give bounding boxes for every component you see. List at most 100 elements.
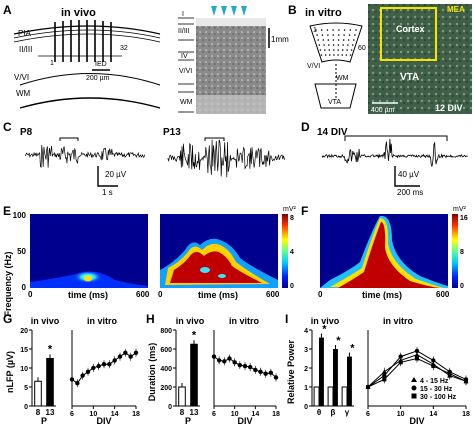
mea-electrode	[316, 34, 318, 36]
data-point	[216, 358, 222, 363]
f-cb-mid: 8	[460, 249, 464, 256]
mea-electrode	[327, 34, 329, 36]
channel-1-label: 1	[50, 60, 54, 67]
mea-electrode	[326, 29, 329, 31]
data-point	[91, 365, 96, 371]
mea-electrode	[337, 49, 340, 51]
significance-star: *	[48, 344, 53, 356]
layer-v-vi: V/VI	[179, 68, 192, 75]
histology-section	[196, 18, 266, 114]
bar-baseline	[313, 386, 320, 407]
x-tick-label: 14	[429, 411, 437, 418]
x-tick-label: 8	[180, 408, 185, 417]
mea-electrode	[332, 49, 335, 51]
colorbar-f	[452, 214, 458, 288]
x-tick-label: 13	[46, 408, 55, 417]
div-14-label: 14 DIV	[317, 127, 348, 138]
mea-electrode	[338, 29, 340, 31]
layer-iv: IV	[181, 53, 188, 60]
x-tick-label: 14	[111, 411, 119, 418]
x-tick-label: 18	[272, 411, 280, 418]
trace-p8	[24, 145, 146, 169]
i-xlabel-div: DIV	[409, 416, 424, 426]
mea-electrode	[324, 54, 327, 56]
probe-diagram	[13, 20, 161, 109]
data-point	[273, 375, 279, 380]
f-cb-min: 0	[460, 283, 464, 290]
data-point	[85, 369, 91, 374]
g-ylabel: nLFP (µV)	[5, 351, 15, 393]
bar-baseline	[327, 386, 334, 407]
vta-photo-label: VTA	[400, 72, 419, 83]
data-point	[381, 369, 387, 374]
mea-electrode	[348, 34, 351, 36]
e-y0: 0	[22, 283, 27, 292]
colorbar-e	[282, 214, 288, 288]
mea-electrode	[321, 34, 324, 36]
data-point	[128, 354, 133, 359]
data-point	[69, 377, 75, 382]
mea-electrode	[320, 54, 323, 56]
f-x600: 600	[436, 290, 450, 299]
f-x0: 0	[318, 290, 323, 299]
x-tick-label: 18	[132, 411, 140, 418]
bar-value	[319, 337, 324, 406]
layer-i: I	[182, 11, 184, 18]
data-point	[112, 358, 117, 363]
data-point	[258, 369, 263, 374]
mea-electrode	[333, 54, 335, 56]
mea-electrode	[343, 29, 346, 31]
mea-electrode	[328, 44, 330, 46]
mea-diagram	[309, 22, 363, 109]
g-xlabel-p: P	[41, 416, 47, 426]
cortex-label: Cortex	[396, 24, 425, 34]
mea-electrode	[323, 44, 325, 46]
mea-electrode	[332, 29, 334, 31]
data-point	[133, 350, 139, 355]
legend-marker-square	[411, 393, 417, 399]
mea-vta-label: VTA	[328, 99, 341, 106]
mea-electrode	[332, 44, 335, 46]
mea-v-vi-label: V/VI	[307, 63, 320, 70]
f-cb-max: 16	[460, 215, 468, 222]
data-point	[366, 385, 370, 389]
e-cb-unit: mV²	[283, 206, 297, 213]
y-tick-label: 0	[24, 404, 28, 411]
data-point	[447, 371, 452, 376]
y-tick-label: 600	[160, 347, 172, 354]
i-invitro-title: in vitro	[383, 316, 414, 326]
bracket-p13	[204, 137, 225, 141]
mea-electrode	[327, 39, 330, 41]
mea-electrode	[341, 49, 344, 51]
mea-electrode	[332, 39, 335, 41]
mea-electrode	[343, 34, 345, 36]
h-ylabel: Duration (ms)	[147, 343, 157, 402]
data-point	[431, 358, 436, 363]
panel-letter-f: F	[301, 204, 308, 218]
data-point	[107, 362, 112, 367]
line-chart: 6 10 14 18	[365, 330, 470, 418]
significance-star: *	[322, 324, 327, 336]
layer-v-vi-label: V/VI	[14, 73, 29, 82]
x-tick-label: 6	[70, 411, 74, 418]
data-point	[101, 362, 107, 367]
panel-letter-g: G	[3, 312, 12, 326]
data-point	[253, 367, 258, 373]
e-x0b: 0	[158, 290, 163, 299]
mea-electrode	[347, 44, 349, 46]
panel-b-title: in vitro	[305, 7, 342, 19]
significance-star: *	[350, 343, 355, 355]
significance-star: *	[336, 335, 341, 347]
mea-electrode	[342, 39, 345, 41]
x-tick-label: β	[331, 408, 336, 417]
panel-letter-d: D	[301, 120, 310, 134]
h-xlabel-div: DIV	[237, 416, 252, 426]
scale-d-x: 200 ms	[397, 188, 423, 197]
mea-electrode	[328, 49, 331, 51]
bar-baseline	[341, 386, 348, 407]
i-invivo-title: in vivo	[311, 316, 340, 326]
culture-photo	[368, 4, 472, 114]
mea-electrode	[342, 44, 344, 46]
